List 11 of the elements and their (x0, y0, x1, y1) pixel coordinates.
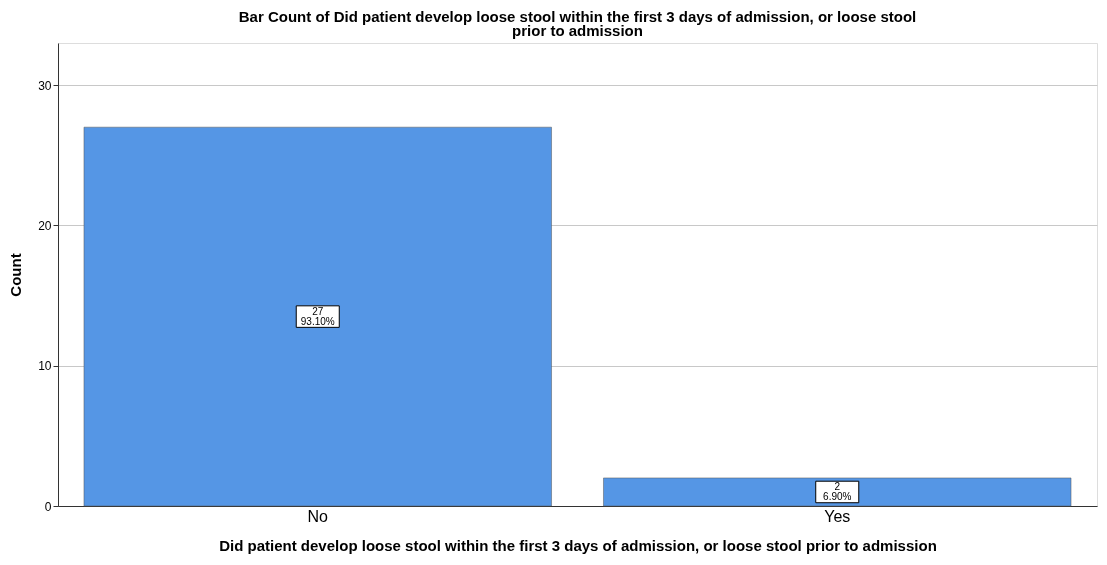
data-label: 2 6.90% (823, 480, 852, 502)
y-tick-label: 30 (38, 78, 52, 93)
y-tick-label: 0 (44, 499, 52, 514)
y-tick-label: 20 (38, 218, 52, 233)
chart-title: Bar Count of Did patient develop loose stool within the first 3 days of admission, or loose stool prior to admission (238, 8, 917, 39)
x-axis-title: Did patient develop loose stool within the first 3 days of admission, or loose stool prior to admission (219, 536, 937, 554)
data-label: 27 93.10% (300, 305, 335, 327)
x-tick-label: Yes (824, 507, 851, 525)
y-tick-label: 10 (38, 359, 52, 374)
y-axis-title: Count (7, 253, 25, 297)
x-tick-label: No (307, 507, 329, 525)
